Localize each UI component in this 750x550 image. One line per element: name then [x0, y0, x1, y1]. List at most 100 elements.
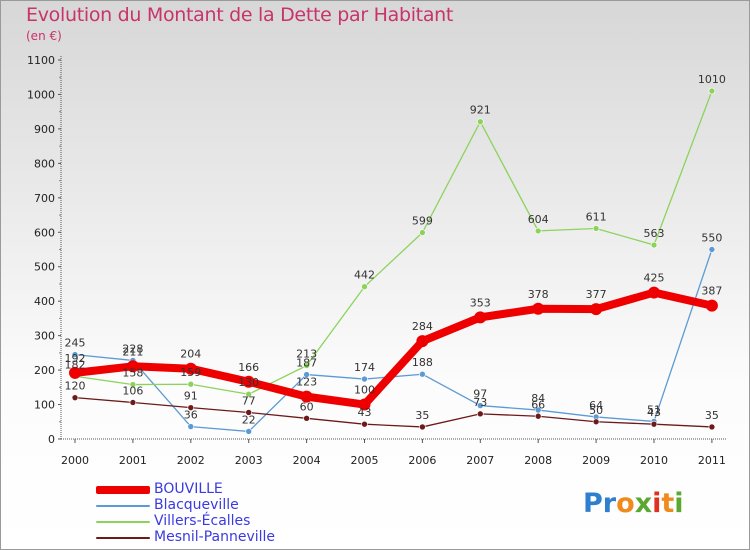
data-point-bouville — [705, 299, 718, 312]
data-point-blacqueville — [476, 402, 484, 409]
data-point-villers-ecalles — [419, 229, 426, 236]
data-label-mesnil-panneville: 43 — [647, 406, 661, 419]
data-label-bouville: 123 — [296, 376, 317, 389]
logo-letter: i — [674, 488, 684, 519]
data-label-bouville: 387 — [701, 285, 722, 298]
data-point-bouville — [648, 286, 660, 299]
logo-letter: i — [652, 488, 662, 519]
data-label-blacqueville: 188 — [412, 356, 433, 369]
data-label-villers-ecalles: 159 — [180, 366, 201, 379]
data-label-villers-ecalles: 130 — [238, 376, 259, 389]
series-line-blacqueville — [74, 248, 713, 433]
chart-subtitle: (en €) — [26, 29, 62, 43]
x-tick-label: 2008 — [524, 454, 552, 467]
data-label-bouville: 211 — [122, 345, 143, 358]
data-point-bouville — [416, 335, 429, 348]
data-label-bouville: 284 — [412, 320, 433, 333]
y-tick-label: 300 — [34, 330, 55, 343]
data-point-bouville — [300, 390, 313, 403]
x-tick-label: 2010 — [640, 454, 668, 467]
data-point-villers-ecalles — [534, 227, 542, 235]
data-label-blacqueville: 245 — [65, 337, 86, 350]
data-point-mesnil-panneville — [476, 410, 484, 418]
x-tick-label: 2009 — [582, 454, 610, 467]
data-label-bouville: 100 — [354, 384, 375, 397]
data-label-bouville: 166 — [238, 361, 259, 374]
logo-letter: t — [661, 488, 675, 519]
data-label-blacqueville: 550 — [701, 232, 722, 245]
data-point-blacqueville — [187, 423, 195, 430]
x-tick-label: 2005 — [351, 454, 379, 467]
data-label-mesnil-panneville: 120 — [65, 380, 86, 393]
y-tick-label: 1000 — [27, 88, 55, 101]
data-label-villers-ecalles: 182 — [65, 358, 86, 371]
data-label-mesnil-panneville: 106 — [122, 384, 143, 397]
data-label-mesnil-panneville: 60 — [300, 400, 314, 413]
chart-title: Evolution du Montant de la Dette par Hab… — [26, 4, 454, 26]
data-point-bouville — [474, 311, 487, 324]
series-line-bouville — [71, 288, 716, 409]
data-label-bouville: 204 — [180, 348, 201, 361]
data-label-blacqueville: 187 — [296, 357, 317, 370]
data-label-villers-ecalles: 158 — [122, 367, 143, 380]
x-tick-label: 2003 — [235, 454, 263, 467]
series-line-mesnil-panneville — [74, 397, 713, 428]
x-tick-label: 2011 — [698, 454, 726, 467]
data-point-villers-ecalles — [476, 118, 484, 125]
data-point-blacqueville — [419, 370, 426, 378]
legend-swatch-bouville — [96, 486, 150, 494]
data-point-bouville — [184, 362, 197, 375]
data-label-blacqueville: 22 — [242, 413, 256, 426]
data-label-mesnil-panneville: 77 — [242, 394, 256, 407]
data-label-villers-ecalles: 1010 — [698, 73, 726, 86]
data-label-blacqueville: 36 — [184, 409, 198, 422]
data-point-villers-ecalles — [187, 380, 195, 388]
data-point-blacqueville — [71, 351, 79, 358]
data-point-bouville — [126, 360, 139, 373]
data-point-mesnil-panneville — [245, 409, 252, 416]
data-label-villers-ecalles: 599 — [412, 215, 433, 228]
data-label-mesnil-panneville: 91 — [184, 390, 198, 403]
data-point-blacqueville — [303, 371, 310, 378]
data-label-bouville: 378 — [528, 288, 549, 301]
data-point-villers-ecalles — [708, 87, 716, 95]
x-tick-label: 2001 — [119, 454, 147, 467]
data-label-bouville: 377 — [586, 288, 607, 301]
proxiti-logo: Proxiti — [583, 488, 684, 519]
y-tick-label: 400 — [34, 295, 55, 308]
data-label-bouville: 425 — [644, 272, 665, 285]
x-tick-label: 2004 — [293, 454, 321, 467]
data-label-villers-ecalles: 604 — [528, 213, 549, 226]
data-point-mesnil-panneville — [650, 420, 658, 428]
data-point-mesnil-panneville — [708, 423, 716, 431]
data-label-villers-ecalles: 563 — [644, 227, 665, 240]
data-point-villers-ecalles — [361, 283, 368, 291]
data-point-blacqueville — [361, 375, 368, 383]
legend-label-mesnil-panneville: Mesnil-Panneville — [154, 529, 276, 545]
data-point-mesnil-panneville — [419, 423, 426, 431]
data-label-mesnil-panneville: 66 — [531, 398, 545, 411]
y-tick-label: 0 — [48, 433, 55, 446]
y-tick-label: 600 — [34, 226, 55, 239]
data-label-blacqueville: 84 — [531, 392, 545, 405]
data-label-blacqueville: 174 — [354, 361, 375, 374]
x-tick-label: 2000 — [61, 454, 89, 467]
legend-swatch-villers-ecalles — [96, 521, 150, 523]
y-tick-label: 1100 — [27, 54, 55, 67]
data-point-bouville — [242, 375, 255, 388]
data-point-villers-ecalles — [245, 390, 252, 398]
series-line-villers-ecalles — [74, 90, 713, 395]
y-tick-label: 200 — [34, 364, 55, 377]
legend-label-bouville: BOUVILLE — [154, 481, 223, 497]
y-tick-label: 700 — [34, 192, 55, 205]
data-label-blacqueville: 228 — [122, 342, 143, 355]
data-point-mesnil-panneville — [534, 412, 542, 420]
legend-label-blacqueville: Blacqueville — [154, 497, 239, 513]
data-label-mesnil-panneville: 73 — [473, 396, 487, 409]
x-tick-label: 2006 — [408, 454, 436, 467]
data-label-villers-ecalles: 213 — [296, 348, 317, 361]
data-label-mesnil-panneville: 35 — [705, 409, 719, 422]
data-label-bouville: 353 — [470, 296, 491, 309]
